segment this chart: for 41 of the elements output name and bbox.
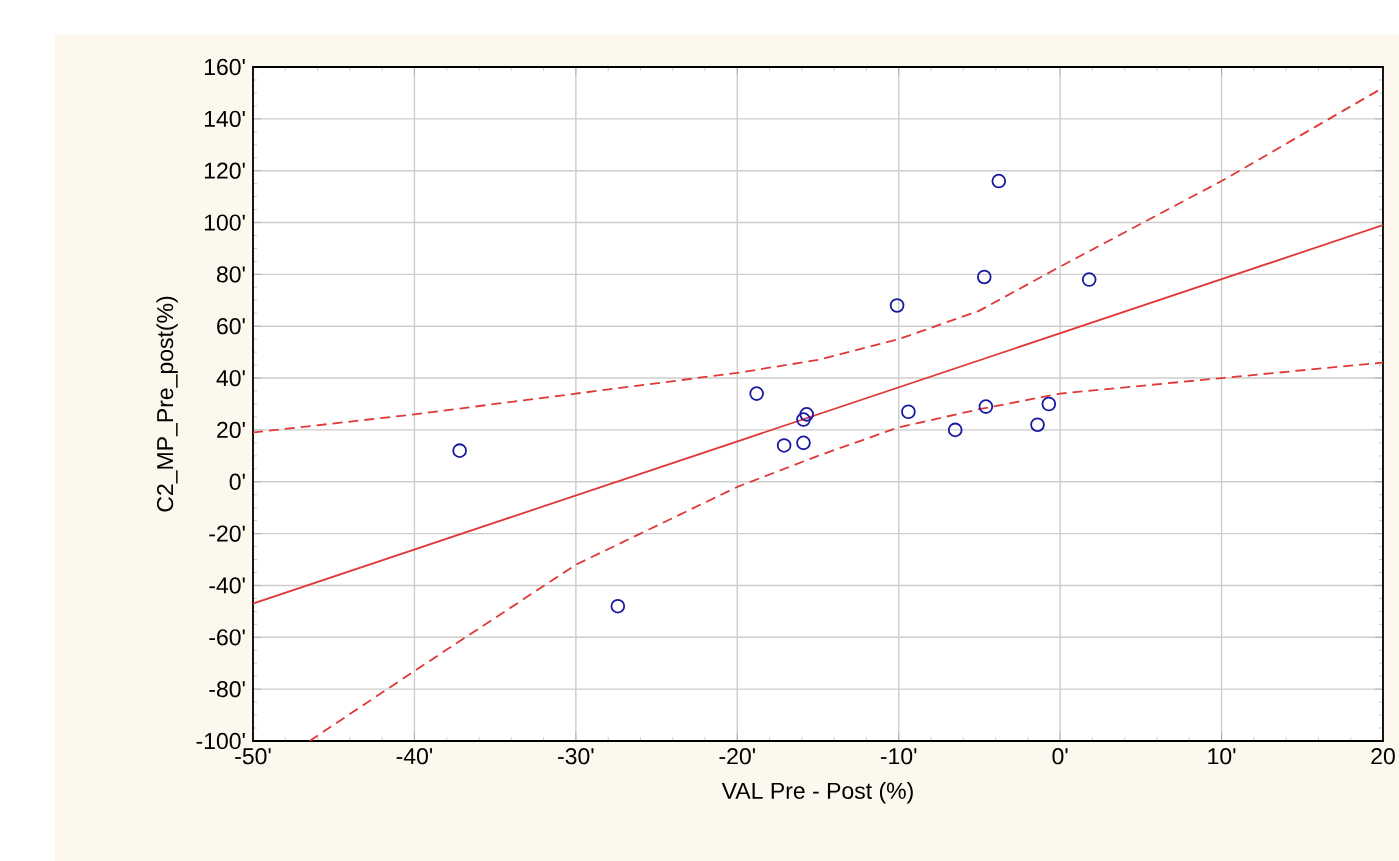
point	[796, 435, 811, 451]
x-tick-label: 20	[1371, 748, 1395, 765]
y-tick-label: 160'	[204, 58, 245, 76]
y-axis-title: C2_MP_Pre_post(%)	[156, 296, 178, 512]
x-tick-label: -50'	[235, 748, 271, 765]
point	[799, 407, 814, 422]
point	[796, 412, 811, 427]
point	[947, 422, 963, 438]
point	[1030, 417, 1045, 433]
y-tick-label: 0'	[229, 473, 245, 490]
y-tick-label: -20'	[209, 525, 245, 542]
y-tick-label: -80'	[209, 681, 245, 698]
line-series	[308, 361, 1383, 741]
point	[452, 443, 467, 458]
point	[978, 399, 994, 414]
point	[776, 438, 792, 453]
y-tick-label: 40'	[216, 369, 245, 387]
point	[610, 598, 626, 614]
point	[1081, 272, 1097, 287]
y-tick-label: 140'	[204, 110, 245, 127]
x-tick-label: 0'	[1052, 748, 1068, 765]
y-tick-label: 100'	[204, 214, 245, 231]
y-tick-label: -60'	[209, 629, 245, 646]
point	[889, 298, 905, 313]
y-tick-label: 20'	[217, 421, 245, 439]
point	[976, 269, 992, 285]
y-tick-label: 80'	[216, 266, 245, 283]
x-tick-label: -20'	[719, 748, 755, 765]
y-tick-label: 60'	[217, 318, 245, 335]
y-tick-label: -100'	[196, 732, 245, 750]
x-tick-label: -30'	[558, 748, 594, 765]
point	[991, 173, 1007, 189]
point	[1041, 396, 1057, 412]
y-tick-label: -40'	[209, 577, 245, 594]
x-tick-label: -40'	[396, 748, 433, 765]
x-tick-label: 10'	[1208, 748, 1236, 765]
x-tick-label: -10'	[880, 748, 917, 765]
y-tick-label: 120'	[204, 162, 245, 179]
point	[749, 386, 764, 401]
point	[901, 404, 916, 420]
x-axis-title: VAL Pre - Post (%)	[721, 782, 913, 804]
